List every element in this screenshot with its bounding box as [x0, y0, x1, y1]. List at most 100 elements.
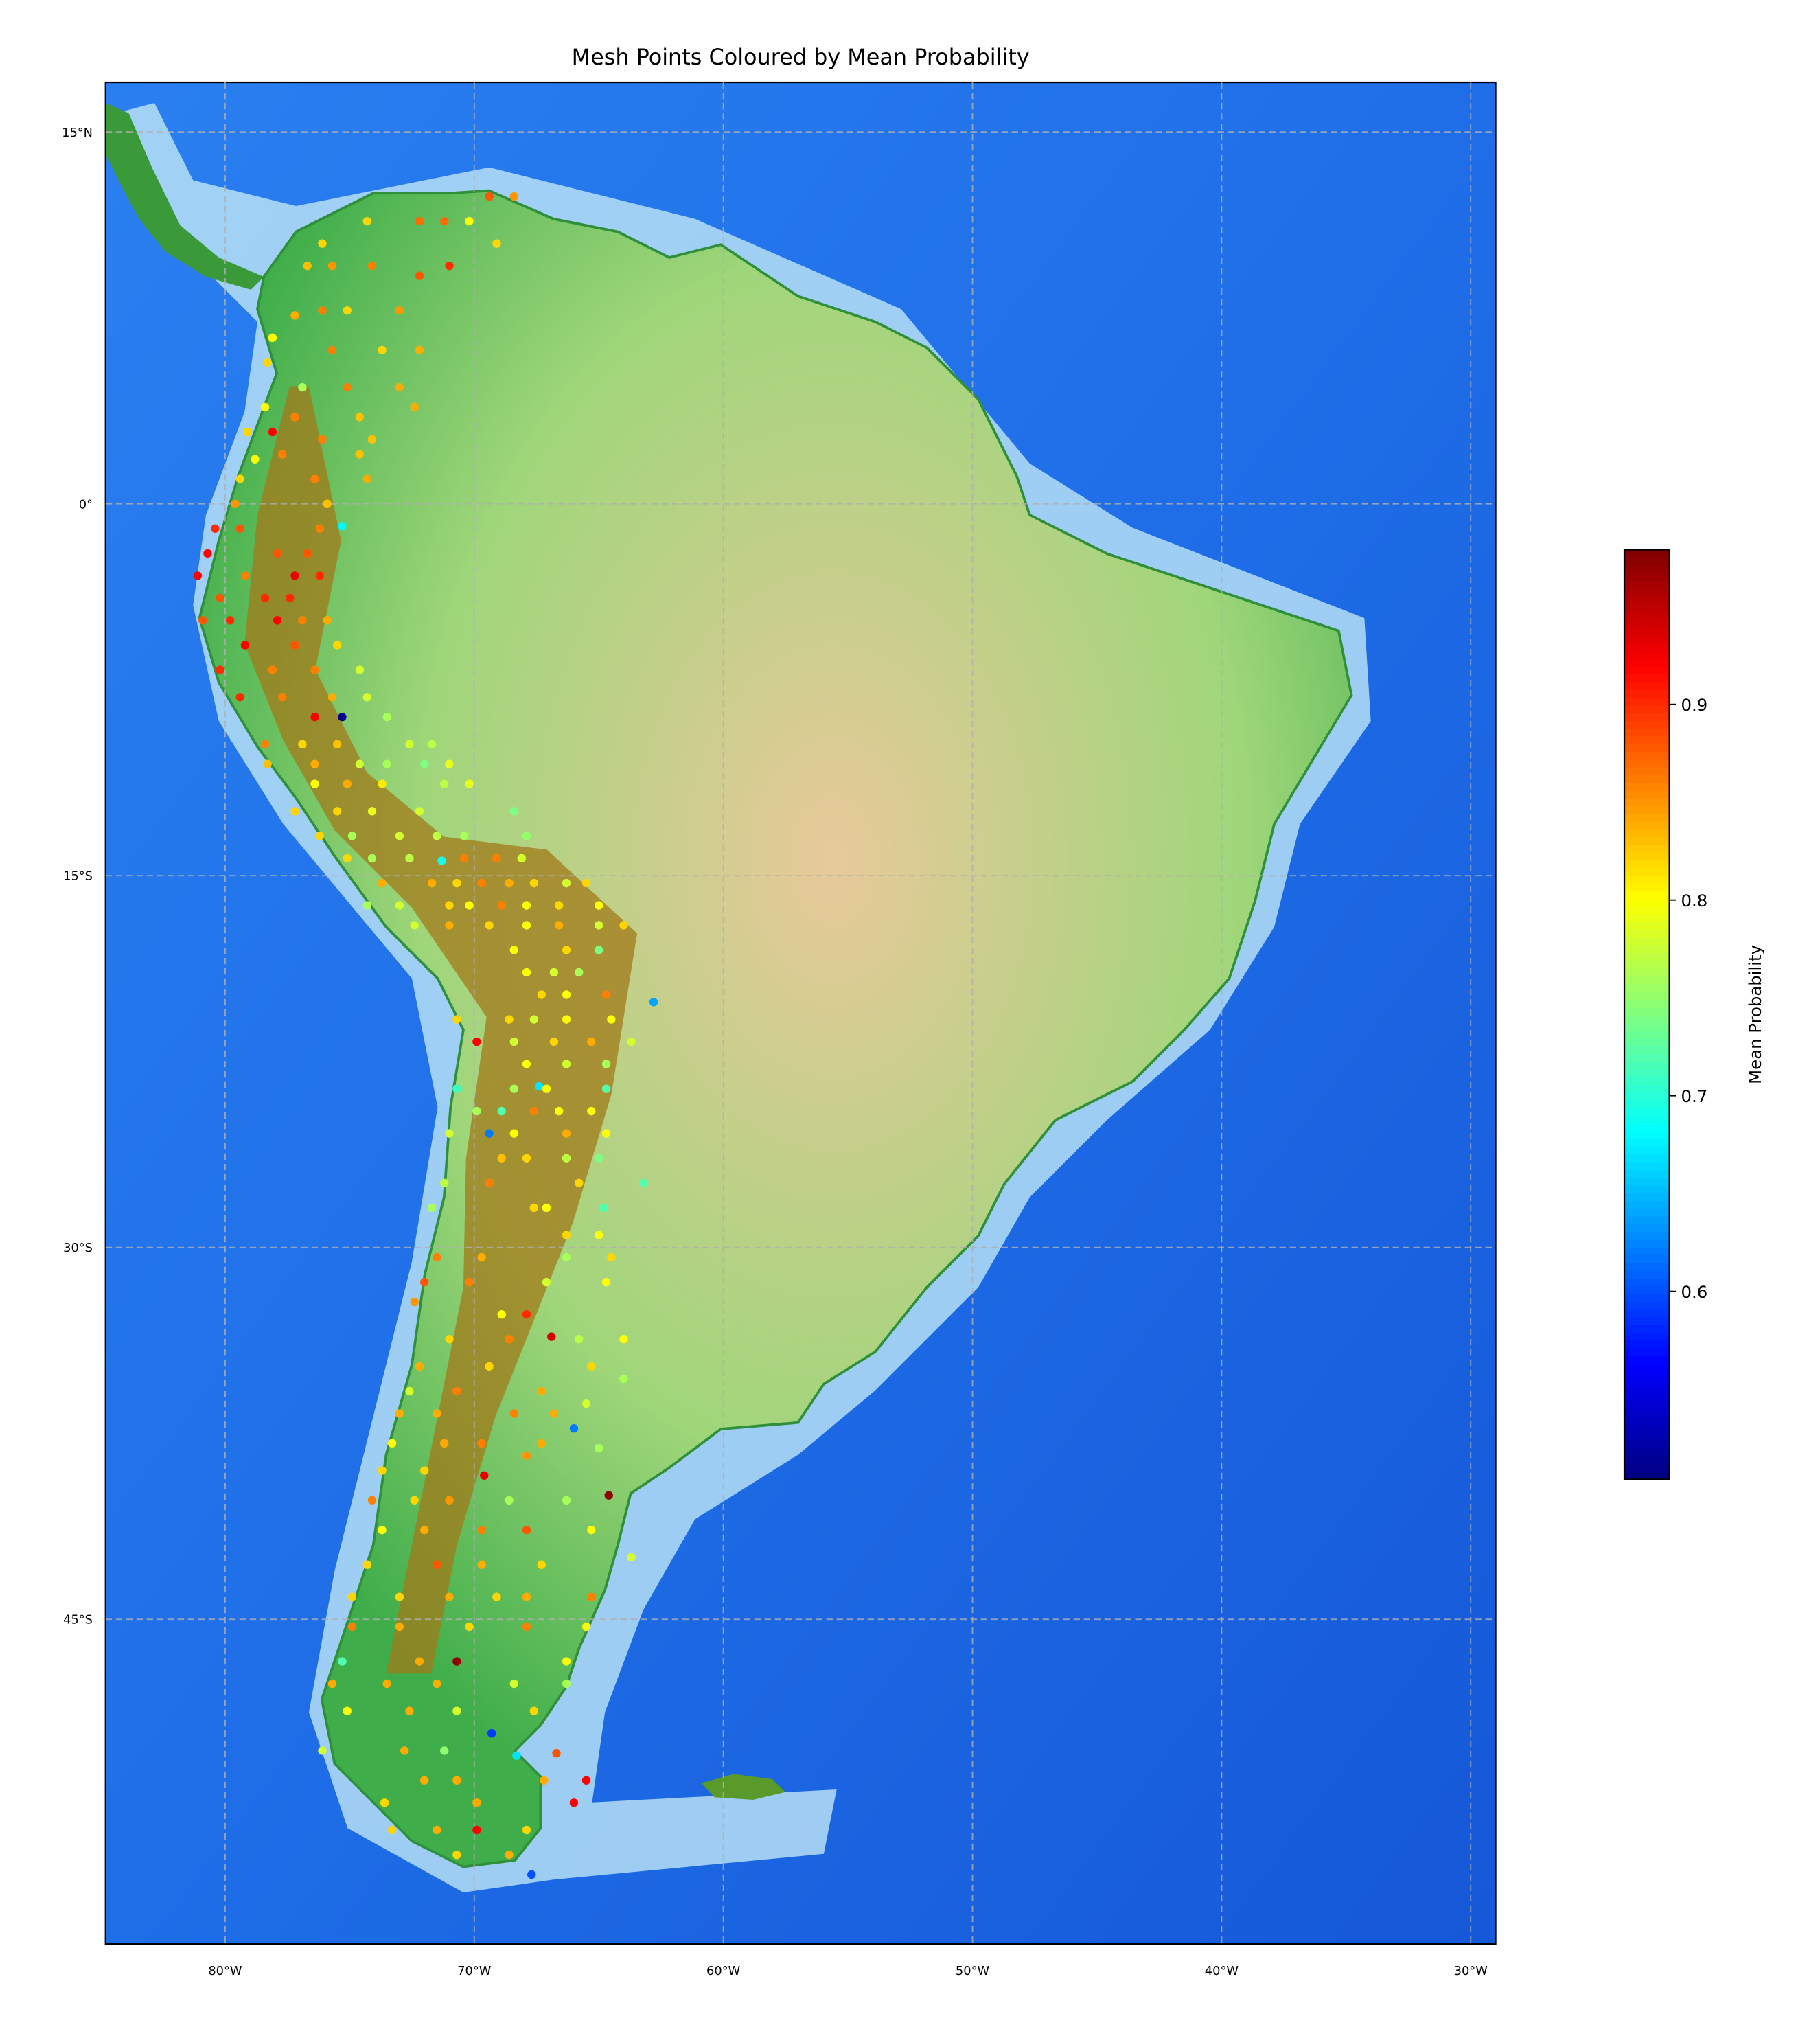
mesh-point [562, 990, 571, 999]
mesh-point [649, 998, 658, 1007]
mesh-point [445, 1129, 454, 1138]
mesh-point [203, 549, 212, 558]
mesh-point [343, 854, 352, 863]
mesh-point [433, 1679, 441, 1689]
mesh-point [554, 901, 564, 910]
colorbar-step [1624, 1293, 1670, 1302]
mesh-point [562, 1496, 571, 1505]
mesh-point [323, 499, 332, 508]
colorbar-step [1624, 1192, 1670, 1202]
colorbar-step [1624, 1022, 1670, 1031]
mesh-point [537, 1560, 546, 1569]
mesh-point [395, 1592, 404, 1601]
colorbar-step [1624, 976, 1670, 985]
mesh-point [433, 1825, 441, 1835]
mesh-point [619, 1374, 628, 1384]
mesh-point [395, 832, 404, 840]
mesh-point [601, 990, 611, 999]
colorbar-step [1624, 1138, 1670, 1147]
mesh-point [509, 1129, 519, 1138]
colorbar-step [1624, 1177, 1670, 1186]
colorbar-step [1624, 890, 1670, 900]
colorbar-step [1624, 867, 1670, 876]
mesh-point [472, 1825, 481, 1835]
mesh-point [595, 901, 603, 910]
mesh-point [343, 779, 352, 788]
mesh-point [452, 1850, 461, 1860]
mesh-point [509, 1679, 519, 1689]
mesh-point [522, 968, 531, 977]
mesh-point [420, 1525, 429, 1535]
colorbar-step [1624, 1130, 1670, 1140]
mesh-point [509, 192, 519, 201]
mesh-point [415, 807, 424, 816]
y-tick-label: 15°S [63, 869, 93, 884]
colorbar-step [1624, 1355, 1670, 1364]
mesh-point [574, 968, 584, 977]
mesh-point [367, 807, 377, 816]
colorbar-step [1624, 658, 1670, 667]
south-america [198, 189, 1353, 1868]
mesh-point [537, 1439, 546, 1448]
mesh-point [522, 921, 531, 930]
mesh-point [509, 1037, 519, 1046]
colorbar-step [1624, 596, 1670, 605]
colorbar-step [1624, 1309, 1670, 1318]
mesh-point [420, 1466, 429, 1475]
mesh-point [382, 712, 391, 722]
colorbar-step [1624, 549, 1670, 558]
mesh-point [595, 1231, 603, 1239]
grid [105, 82, 1496, 1945]
colorbar-step [1624, 1371, 1670, 1380]
mesh-point [198, 616, 207, 625]
colorbar-step [1624, 859, 1670, 869]
mesh-point [505, 878, 514, 888]
mesh-point [338, 712, 347, 722]
colorbar-frame [1623, 549, 1670, 1480]
mesh-point [440, 1746, 449, 1755]
mesh-point [601, 1278, 611, 1287]
mesh-point [193, 571, 203, 580]
mesh-point [251, 455, 260, 464]
mesh-point [405, 1706, 414, 1715]
mesh-point [290, 641, 299, 650]
central-america [105, 103, 264, 290]
colorbar-step [1624, 1084, 1670, 1093]
colorbar-step [1624, 882, 1670, 892]
mesh-point [452, 1386, 461, 1396]
colorbar-step [1624, 821, 1670, 830]
mesh-point [529, 1706, 539, 1715]
mesh-point [574, 1178, 584, 1187]
colorbar-step [1624, 813, 1670, 822]
mesh-point [278, 693, 287, 702]
colorbar-step [1624, 1456, 1670, 1465]
colorbar-step [1624, 991, 1670, 1000]
mesh-point [497, 1154, 506, 1163]
mesh-point [472, 1106, 481, 1116]
colorbar-step [1624, 1053, 1670, 1062]
mesh-point [395, 382, 404, 392]
mesh-point [505, 1496, 514, 1505]
colorbar-step [1624, 1038, 1670, 1046]
mesh-point [378, 345, 387, 355]
colorbar-step [1624, 1386, 1670, 1395]
colorbar-step [1624, 836, 1670, 845]
colorbar-step [1624, 1215, 1670, 1225]
colorbar-step [1624, 611, 1670, 621]
mesh-point [529, 1203, 539, 1213]
mesh-point [405, 740, 414, 749]
colorbar-step [1624, 557, 1670, 567]
mesh-point [211, 524, 220, 533]
colorbar-step [1624, 1185, 1670, 1193]
mesh-point [273, 616, 282, 625]
colorbar-step [1624, 1154, 1670, 1163]
mesh-point [378, 1466, 387, 1475]
mesh-point [415, 216, 424, 226]
colorbar-step [1624, 797, 1670, 806]
mesh-point [512, 1751, 521, 1760]
mesh-point [465, 779, 474, 788]
colorbar-step [1624, 929, 1670, 938]
mesh-point [522, 1525, 531, 1535]
mesh-point [445, 1496, 454, 1505]
